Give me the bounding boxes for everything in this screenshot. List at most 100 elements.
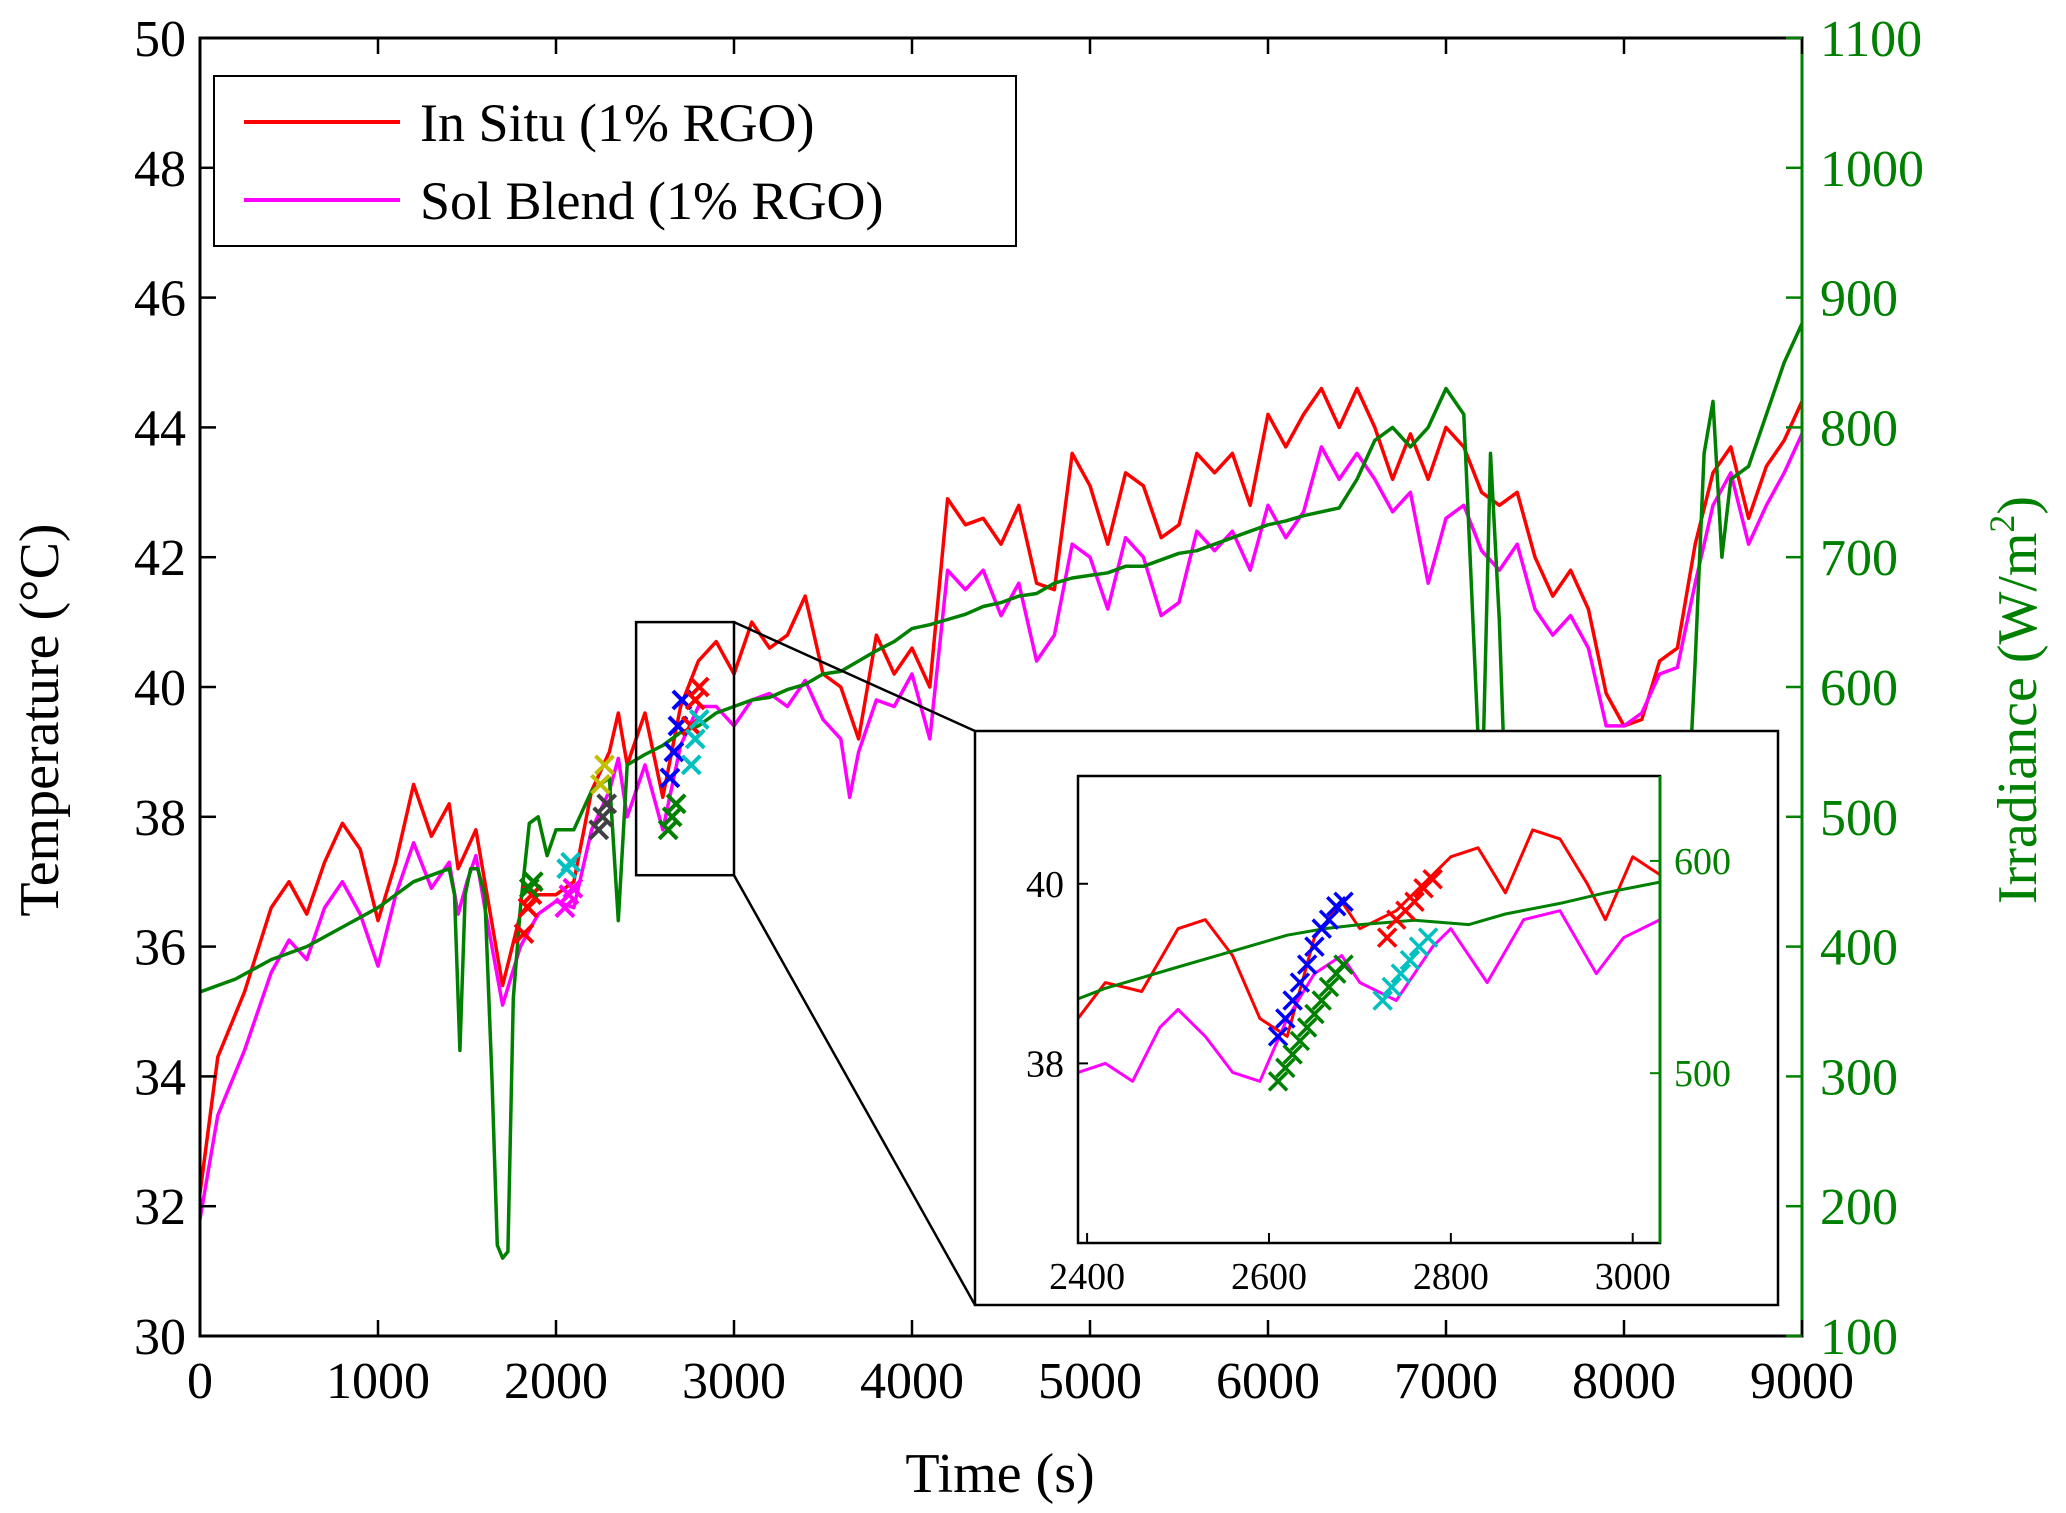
inset-series	[1078, 828, 1660, 1092]
inset-x-tick-label-1: 2600	[1231, 1256, 1307, 1298]
inset-marker-1-5	[1422, 869, 1443, 890]
y-right-tick-label-5: 600	[1820, 660, 1898, 717]
y-left-tick-label-5: 40	[134, 660, 186, 717]
inset-marker-2-6	[1311, 990, 1332, 1011]
inset-marker-3-3	[1399, 949, 1421, 971]
inset-y-right-tick-label-0: 500	[1674, 1053, 1731, 1095]
legend-label-sol-blend: Sol Blend (1% RGO)	[420, 171, 883, 231]
series-line-in-situ	[200, 386, 1802, 1194]
legend-label-in-situ: In Situ (1% RGO)	[420, 93, 814, 153]
inset-x-tick-label-2: 2800	[1413, 1256, 1489, 1298]
x-tick-label-0: 0	[187, 1353, 213, 1410]
main-marker-9-2	[688, 709, 710, 730]
y-right-tick-label-7: 800	[1820, 400, 1898, 457]
inset-marker-2-0	[1267, 1071, 1289, 1092]
inset-marker-2-9	[1333, 954, 1354, 975]
inset-marker-0-4	[1296, 954, 1318, 975]
y-right-tick-label-6: 700	[1820, 530, 1898, 587]
main-marker-4-2	[596, 793, 618, 815]
y-left-tick-label-0: 30	[134, 1309, 186, 1366]
main-marker-7-2	[665, 793, 687, 815]
inset-marker-0-7	[1318, 909, 1340, 930]
y-right-axis-title: Irradiance (W/m2)	[1982, 496, 2049, 904]
x-tick-label-4: 4000	[860, 1353, 964, 1410]
main-marker-8-1	[684, 689, 706, 711]
inset-marker-1-0	[1376, 927, 1398, 948]
y-right-tick-label-8: 900	[1820, 271, 1898, 328]
inset-frame-outer	[973, 729, 1780, 1307]
inset-marker-2-3	[1289, 1030, 1311, 1052]
y-left-tick-label-6: 42	[134, 530, 186, 587]
x-tick-label-1: 1000	[326, 1353, 430, 1410]
y-left-tick-label-4: 38	[134, 790, 186, 847]
main-marker-0-1	[517, 897, 539, 919]
x-tick-label-8: 8000	[1572, 1353, 1676, 1410]
inset-marker-3-1	[1381, 976, 1402, 998]
inset-marker-2-2	[1282, 1044, 1303, 1065]
main-marker-5-0	[590, 773, 611, 795]
y-right-tick-label-2: 300	[1820, 1049, 1898, 1106]
y-right-tick-label-9: 1000	[1820, 141, 1924, 198]
inset-line-sol-blend	[1078, 909, 1660, 1083]
inset-marker-2-5	[1304, 1003, 1325, 1025]
x-tick-label-2: 2000	[504, 1353, 608, 1410]
legend: In Situ (1% RGO) Sol Blend (1% RGO)	[213, 75, 1017, 247]
legend-box	[213, 75, 1017, 247]
inset-y-left-tick-label-0: 38	[1026, 1043, 1064, 1085]
inset-marker-1-3	[1404, 891, 1425, 912]
inset-marker-0-1	[1275, 1008, 1296, 1029]
y-right-tick-label-0: 100	[1820, 1309, 1898, 1366]
main-marker-7-0	[657, 819, 679, 841]
y-left-tick-label-7: 44	[134, 400, 186, 457]
y-left-tick-label-10: 50	[134, 11, 186, 68]
inset-marker-0-0	[1267, 1026, 1289, 1047]
y-left-axis-title: Temperature (°C)	[9, 523, 71, 916]
zoom-connector-top	[733, 620, 976, 733]
main-marker-7-1	[661, 806, 683, 828]
inset-x-tick-label-0: 2400	[1049, 1256, 1125, 1298]
main-marker-2-2	[562, 877, 584, 899]
main-marker-0-0	[513, 923, 535, 945]
y-right-title-sup: 2	[1982, 515, 2022, 533]
y-right-tick-label-4: 500	[1820, 790, 1898, 847]
inset-marker-2-7	[1318, 976, 1340, 998]
main-marker-1-1	[522, 871, 544, 893]
zoom-connector-bottom	[732, 874, 977, 1306]
inset-marker-3-2	[1390, 963, 1412, 984]
main-marker-3-1	[560, 851, 582, 873]
x-tick-label-9: 9000	[1750, 1353, 1854, 1410]
main-plot: 0 1000 2000 3000 4000 5000 6000 7000 8000 9000 30 3…	[134, 11, 1924, 1410]
main-marker-4-1	[592, 806, 614, 828]
y-right-tick-label-3: 400	[1820, 920, 1898, 977]
inset-marker-2-1	[1275, 1057, 1296, 1079]
y-right-title-end: )	[1987, 496, 2049, 515]
y-left-tick-label-1: 32	[134, 1179, 186, 1236]
inset-marker-0-5	[1304, 936, 1325, 957]
x-tick-label-5: 5000	[1038, 1353, 1142, 1410]
x-tick-label-3: 3000	[682, 1353, 786, 1410]
inset-y-right-tick-label-1: 600	[1674, 841, 1731, 883]
inset-line-in-situ	[1078, 828, 1660, 1038]
x-tick-label-6: 6000	[1216, 1353, 1320, 1410]
y-left-tick-label-3: 36	[134, 920, 186, 977]
y-left-tick-label-9: 48	[134, 141, 186, 198]
inset-y-left-tick-label-1: 40	[1026, 864, 1064, 906]
y-right-tick-label-10: 1100	[1820, 11, 1922, 68]
main-marker-9-0	[680, 754, 702, 776]
inset-marker-0-9	[1333, 891, 1354, 912]
y-left-tick-label-2: 34	[134, 1049, 186, 1106]
x-tick-label-7: 7000	[1394, 1353, 1498, 1410]
main-marker-6-0	[659, 767, 681, 789]
inset-plot: 2400 2600 2800 3000 38 40 500 600	[634, 620, 1780, 1307]
x-axis-title: Time (s)	[905, 1443, 1094, 1505]
inset-x-tick-label-3: 3000	[1595, 1256, 1671, 1298]
inset-marker-2-4	[1296, 1017, 1318, 1038]
main-marker-9-1	[684, 728, 706, 750]
inset-marker-3-5	[1417, 927, 1439, 948]
main-marker-groups	[513, 676, 710, 945]
main-marker-2-0	[554, 897, 576, 919]
inset-marker-0-2	[1282, 990, 1303, 1011]
main-marker-5-1	[594, 754, 615, 776]
main-marker-4-0	[588, 819, 610, 841]
